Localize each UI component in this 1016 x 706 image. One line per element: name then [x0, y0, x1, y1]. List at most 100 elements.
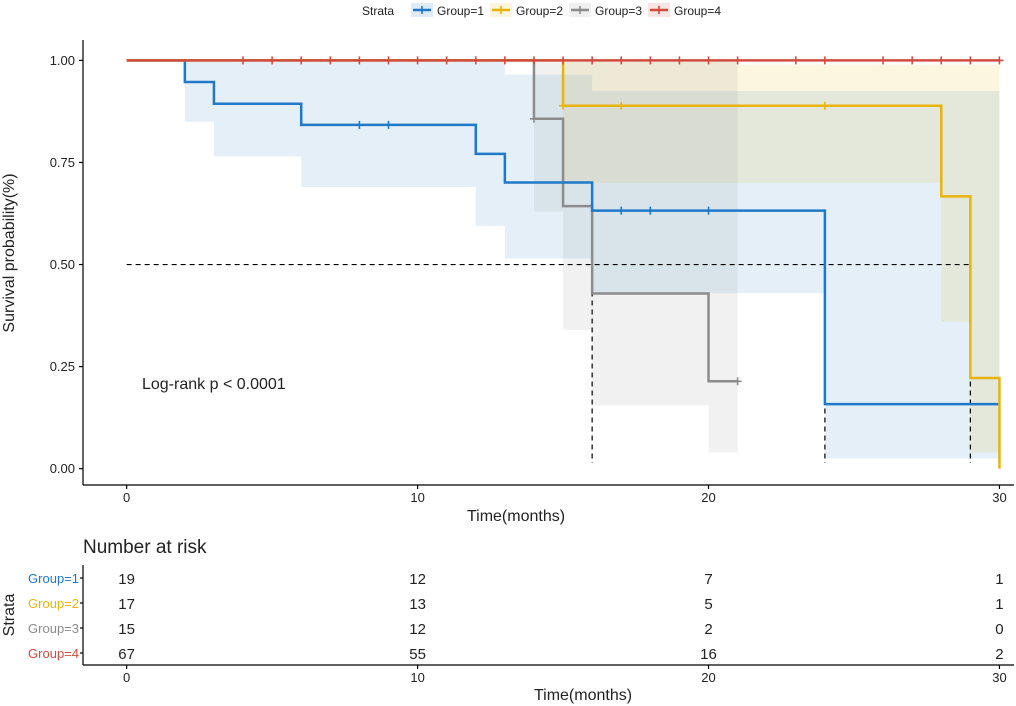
risk-cell: 7: [704, 571, 712, 588]
risk-y-axis-label: Strata: [1, 594, 18, 637]
ci-band-group-2: [970, 64, 1000, 453]
censor-mark-group-4: [704, 56, 713, 65]
censor-mark-group-4: [675, 56, 684, 65]
risk-row-label-group-1: Group=1: [28, 571, 79, 586]
ci-band-group-1: [592, 91, 825, 294]
risk-table-axes: 0 10 20 30: [80, 565, 1014, 685]
legend: Strata Group=1 Group=2 Group=3 Group=4: [362, 3, 721, 18]
censor-mark-group-2: [559, 101, 568, 110]
risk-cell: 2: [704, 621, 712, 638]
censor-mark-group-3: [733, 377, 742, 386]
censor-mark-group-4: [966, 56, 975, 65]
censor-marks: [239, 56, 1004, 386]
risk-cell: 13: [409, 596, 426, 613]
censor-mark-group-1: [384, 120, 393, 129]
ci-band-group-3: [533, 60, 564, 212]
censor-mark-group-4: [471, 56, 480, 65]
legend-label-group-4: Group=4: [674, 4, 721, 18]
y-tick-label: 0.50: [50, 257, 75, 272]
legend-label-group-1: Group=1: [437, 4, 484, 18]
ci-band-group-3: [592, 60, 709, 406]
censor-mark-group-3: [529, 114, 538, 123]
censor-mark-group-1: [646, 206, 655, 215]
ci-band-group-3: [563, 60, 593, 330]
censor-mark-group-4: [908, 56, 917, 65]
censor-mark-group-1: [617, 206, 626, 215]
x-tick-label: 30: [992, 490, 1006, 505]
ci-band-group-2: [737, 64, 942, 183]
risk-x-tick-label: 20: [701, 670, 715, 685]
censor-mark-group-4: [239, 56, 248, 65]
censor-mark-group-2: [820, 101, 829, 110]
risk-x-axis-label: Time(months): [534, 687, 632, 704]
risk-cell: 12: [409, 571, 426, 588]
censor-mark-group-4: [413, 56, 422, 65]
x-tick-label: 0: [123, 490, 130, 505]
censor-mark-group-4: [995, 56, 1004, 65]
x-tick-label: 10: [410, 490, 424, 505]
ci-band-group-1: [475, 60, 505, 226]
censor-mark-group-4: [646, 56, 655, 65]
censor-mark-group-4: [268, 56, 277, 65]
ci-band-group-1: [213, 60, 302, 157]
ci-band-group-2: [563, 60, 738, 183]
censor-mark-group-4: [384, 56, 393, 65]
survival-curve-group-3: [126, 59, 738, 383]
censor-mark-group-4: [879, 56, 888, 65]
ci-band-group-3: [708, 60, 738, 453]
ci-band-group-1: [184, 60, 214, 122]
risk-table-rows: Group=1 19 12 7 1 Group=2 17 13 5 1 Group=3 15 12 2 0 G…: [28, 571, 1004, 663]
risk-row-label-group-4: Group=4: [28, 646, 79, 661]
risk-x-tick-label: 30: [992, 670, 1006, 685]
legend-label-group-2: Group=2: [516, 4, 563, 18]
risk-cell: 1: [995, 596, 1003, 613]
survival-curve-group-2: [126, 59, 1001, 469]
y-tick-label: 1.00: [50, 53, 75, 68]
censor-mark-group-4: [355, 56, 364, 65]
risk-cell: 16: [700, 646, 717, 663]
risk-cell: 17: [118, 596, 135, 613]
risk-cell: 0: [995, 621, 1003, 638]
censor-mark-group-4: [559, 56, 568, 65]
risk-cell: 5: [704, 596, 712, 613]
logrank-annotation: Log-rank p < 0.0001: [142, 376, 286, 393]
risk-row-label-group-2: Group=2: [28, 596, 79, 611]
censor-mark-group-1: [704, 206, 713, 215]
censor-mark-group-1: [355, 120, 364, 129]
censor-mark-group-4: [500, 56, 509, 65]
y-tick-label: 0.00: [50, 461, 75, 476]
ci-band-group-2: [941, 64, 971, 322]
risk-cell: 2: [995, 646, 1003, 663]
censor-mark-group-4: [529, 56, 538, 65]
censor-mark-group-2: [617, 101, 626, 110]
risk-cell: 67: [118, 646, 135, 663]
censor-mark-group-4: [297, 56, 306, 65]
censor-mark-group-4: [937, 56, 946, 65]
risk-x-tick-label: 10: [410, 670, 424, 685]
confidence-bands: [184, 60, 1000, 459]
censor-mark-group-4: [820, 56, 829, 65]
risk-cell: 1: [995, 571, 1003, 588]
risk-cell: 12: [409, 621, 426, 638]
risk-cell: 15: [118, 621, 135, 638]
censor-mark-group-4: [733, 56, 742, 65]
main-axes: 0.00 0.25 0.50 0.75 1.00 0 10 20 30: [50, 40, 1014, 505]
risk-cell: 55: [409, 646, 426, 663]
censor-mark-group-4: [442, 56, 451, 65]
risk-row-label-group-3: Group=3: [28, 621, 79, 636]
y-tick-label: 0.25: [50, 359, 75, 374]
y-axis-label: Survival probability(%): [1, 173, 18, 332]
censor-mark-group-4: [326, 56, 335, 65]
y-tick-label: 0.75: [50, 155, 75, 170]
x-axis-label: Time(months): [467, 508, 565, 525]
risk-x-tick-label: 0: [123, 670, 130, 685]
legend-title: Strata: [362, 4, 394, 18]
censor-mark-group-4: [617, 56, 626, 65]
risk-table-title: Number at risk: [83, 537, 207, 558]
x-tick-label: 20: [701, 490, 715, 505]
censor-mark-group-4: [791, 56, 800, 65]
legend-label-group-3: Group=3: [595, 4, 642, 18]
censor-mark-group-4: [588, 56, 597, 65]
